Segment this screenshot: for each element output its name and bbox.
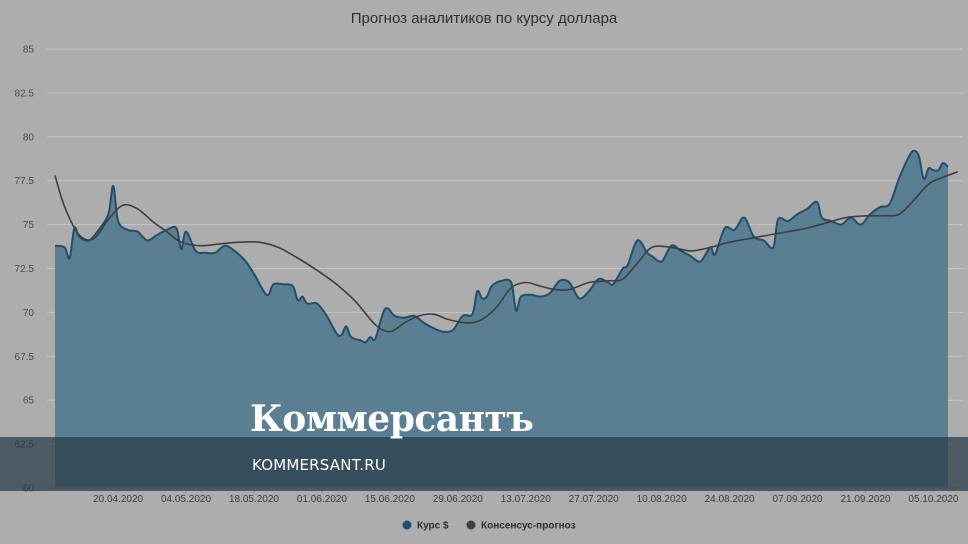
x-tick-label: 10.08.2020 (637, 494, 687, 505)
x-tick-label: 21.09.2020 (840, 494, 890, 505)
kommersant-logo: Коммерсантъ (250, 398, 534, 440)
legend-label-1: Консенсус-прогноз (481, 521, 576, 532)
x-tick-label: 07.09.2020 (773, 494, 823, 505)
legend-marker-1 (466, 520, 476, 530)
y-tick-label: 67.5 (15, 352, 35, 363)
x-tick-label: 13.07.2020 (501, 494, 551, 505)
y-tick-label: 82.5 (15, 88, 35, 99)
y-tick-label: 85 (23, 45, 35, 56)
series-area-0 (55, 150, 948, 489)
x-tick-label: 04.05.2020 (161, 494, 211, 505)
watermark-band (0, 437, 968, 491)
x-tick-label: 01.06.2020 (297, 494, 347, 505)
y-tick-label: 77.5 (15, 176, 35, 187)
series-layer (54, 149, 958, 489)
y-tick-label: 80 (23, 132, 35, 143)
x-tick-label: 27.07.2020 (569, 494, 619, 505)
y-tick-label: 72.5 (15, 264, 35, 275)
x-tick-label: 05.10.2020 (908, 494, 958, 505)
kommersant-site: KOMMERSANT.RU (252, 456, 387, 474)
y-tick-label: 70 (23, 308, 35, 319)
legend-marker-0 (402, 520, 412, 530)
x-tick-label: 20.04.2020 (93, 494, 143, 505)
chart-title: Прогноз аналитиков по курсу доллара (350, 10, 618, 27)
y-tick-label: 75 (23, 220, 35, 231)
legend: Курс $ Консенсус-прогноз (402, 520, 576, 532)
x-tick-label: 15.06.2020 (365, 494, 415, 505)
series-line-1 (54, 171, 958, 333)
legend-label-0: Курс $ (417, 521, 449, 532)
y-tick-label: 65 (23, 396, 35, 407)
x-tick-label: 18.05.2020 (229, 494, 279, 505)
x-tick-label: 29.06.2020 (433, 494, 483, 505)
x-tick-label: 24.08.2020 (705, 494, 755, 505)
series-line-0 (54, 149, 949, 344)
